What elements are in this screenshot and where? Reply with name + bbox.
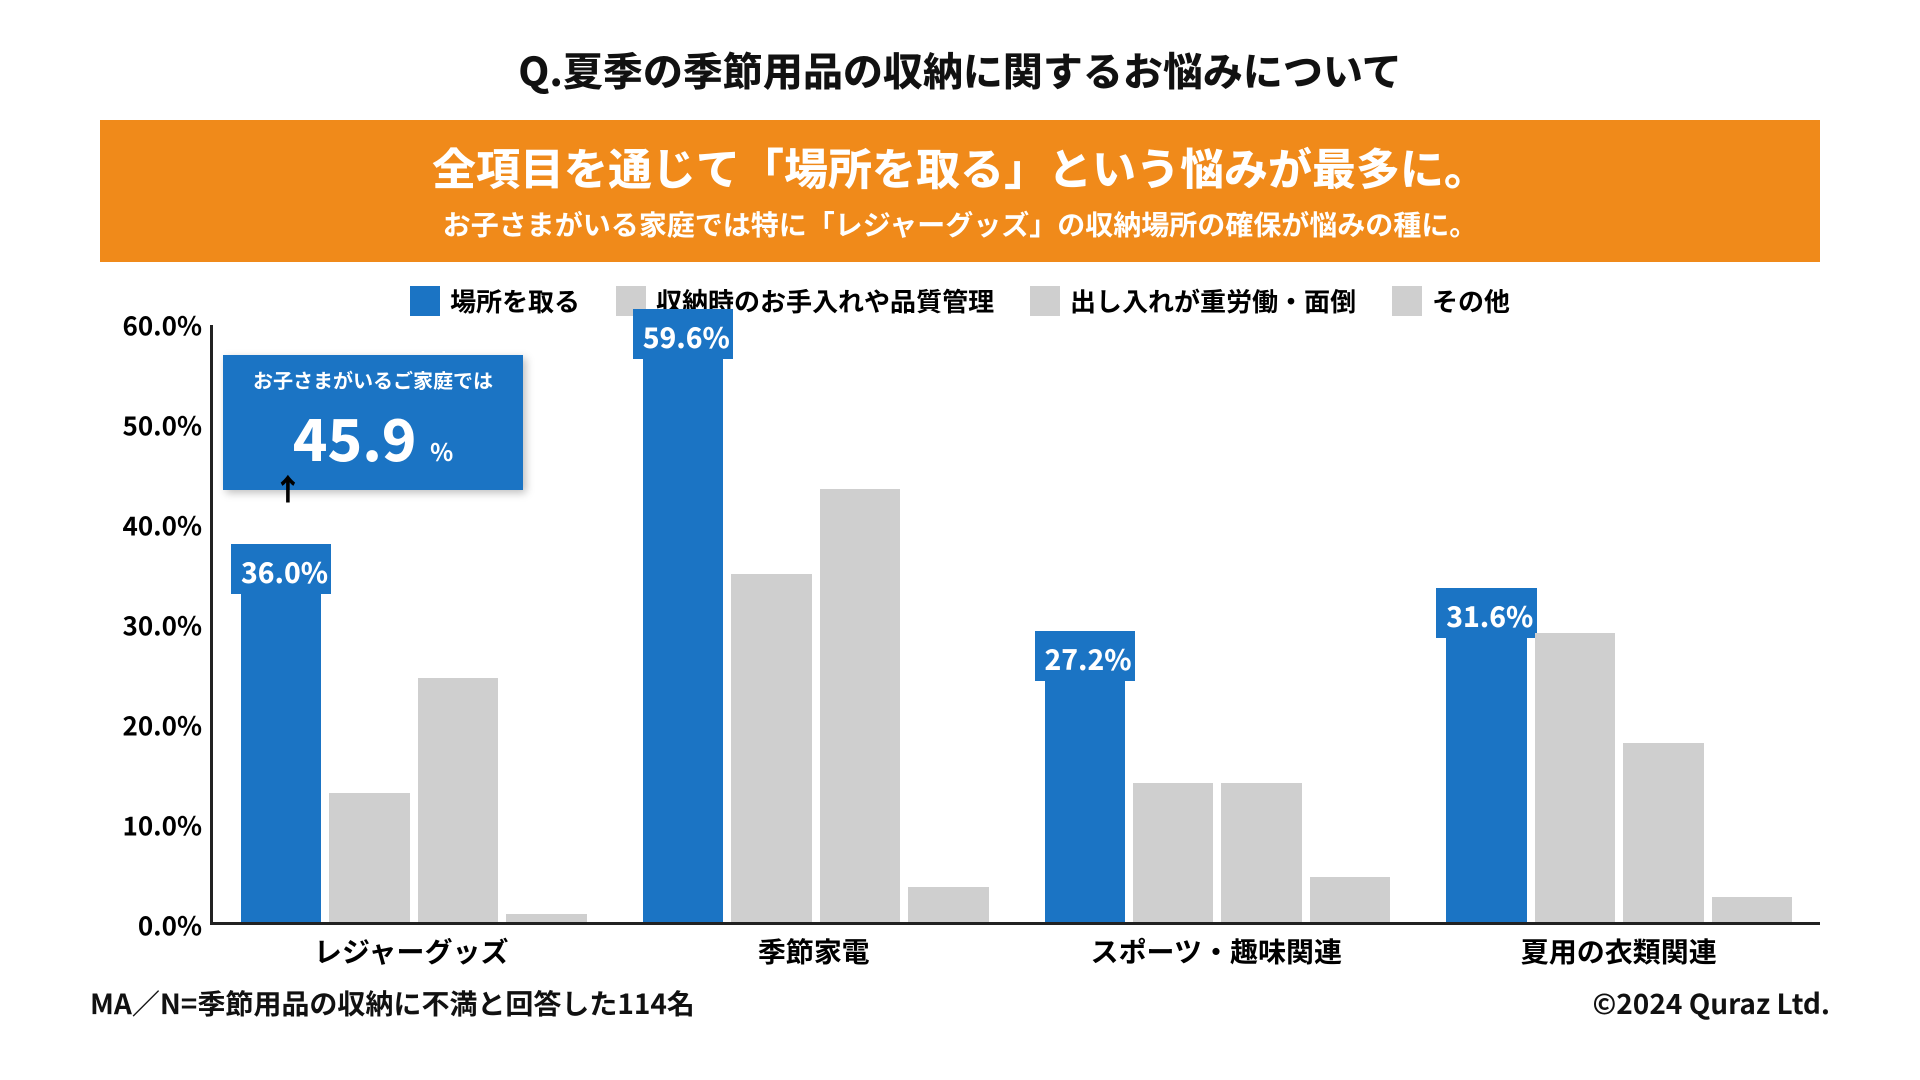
y-tick: 30.0%: [122, 607, 202, 644]
bar: [329, 793, 409, 922]
callout-top-text: お子さまがいるご家庭では: [241, 365, 505, 394]
bar-value-label: 36.0%: [241, 552, 321, 592]
bar: [418, 678, 498, 922]
bar-highlight: 59.6%: [643, 329, 723, 922]
bar: [908, 887, 988, 922]
bar-value-label: 27.2%: [1045, 639, 1125, 679]
legend-item-0: 場所を取る: [410, 282, 580, 319]
x-axis-label: 夏用の衣類関連: [1418, 931, 1821, 971]
callout-unit: %: [430, 433, 453, 468]
bar-highlight: 36.0%: [241, 564, 321, 922]
footer: MA／N=季節用品の収納に不満と回答した114名 ©2024 Quraz Ltd…: [90, 983, 1830, 1023]
footer-right: ©2024 Quraz Ltd.: [1593, 983, 1830, 1023]
y-tick: 50.0%: [122, 407, 202, 444]
x-axis-label: 季節家電: [613, 931, 1016, 971]
bar: [1133, 783, 1213, 922]
headline-banner: 全項目を通じて「場所を取る」という悩みが最多に。 お子さまがいる家庭では特に「レ…: [100, 120, 1820, 262]
banner-line-1: 全項目を通じて「場所を取る」という悩みが最多に。: [110, 134, 1810, 198]
bar: [1221, 783, 1301, 922]
chart-title: Q.夏季の季節用品の収納に関するお悩みについて: [90, 40, 1830, 98]
legend-label-0: 場所を取る: [450, 282, 580, 319]
bar-group: 27.2%: [1017, 325, 1419, 922]
plot-area: 36.0% 59.6% 27.2% 31.6% お子さまがいるご家庭では 45.9 %…: [210, 325, 1820, 925]
y-tick: 40.0%: [122, 507, 202, 544]
bar: [1535, 633, 1615, 922]
x-axis-label: スポーツ・趣味関連: [1015, 931, 1418, 971]
bar: [1310, 877, 1390, 922]
bar-value-label: 59.6%: [643, 317, 723, 357]
callout-number: 45.9: [293, 394, 417, 478]
bar-group: 31.6%: [1418, 325, 1820, 922]
y-tick: 20.0%: [122, 707, 202, 744]
footer-left: MA／N=季節用品の収納に不満と回答した114名: [90, 983, 695, 1023]
bar: [506, 914, 586, 922]
y-tick: 0.0%: [138, 907, 202, 944]
callout-box: お子さまがいるご家庭では 45.9 %: [223, 355, 523, 490]
y-tick: 10.0%: [122, 807, 202, 844]
legend-item-3: その他: [1392, 282, 1510, 319]
banner-line-2: お子さまがいる家庭では特に「レジャーグッズ」の収納場所の確保が悩みの種に。: [110, 204, 1810, 244]
bar-highlight: 27.2%: [1045, 651, 1125, 922]
chart: 0.0%10.0%20.0%30.0%40.0%50.0%60.0% 36.0%…: [100, 325, 1820, 965]
legend-swatch-3: [1392, 286, 1422, 316]
x-axis-labels: レジャーグッズ季節家電スポーツ・趣味関連夏用の衣類関連: [210, 931, 1820, 971]
bar: [731, 574, 811, 922]
y-tick: 60.0%: [122, 307, 202, 344]
legend-swatch-2: [1030, 286, 1060, 316]
legend-label-2: 出し入れが重労働・面倒: [1070, 282, 1356, 319]
bar-value-label: 31.6%: [1446, 596, 1526, 636]
bar: [1623, 743, 1703, 922]
bar-group: 59.6%: [615, 325, 1017, 922]
legend-label-3: その他: [1432, 282, 1510, 319]
legend: 場所を取る 収納時のお手入れや品質管理 出し入れが重労働・面倒 その他: [90, 282, 1830, 319]
bar: [820, 489, 900, 922]
legend-item-2: 出し入れが重労働・面倒: [1030, 282, 1356, 319]
bar: [1712, 897, 1792, 922]
infographic-stage: Q.夏季の季節用品の収納に関するお悩みについて 全項目を通じて「場所を取る」とい…: [0, 0, 1920, 1080]
x-axis-label: レジャーグッズ: [210, 931, 613, 971]
bar-highlight: 31.6%: [1446, 608, 1526, 922]
y-axis: 0.0%10.0%20.0%30.0%40.0%50.0%60.0%: [100, 325, 210, 925]
callout-arrow-icon: ↑: [273, 465, 303, 509]
legend-swatch-0: [410, 286, 440, 316]
